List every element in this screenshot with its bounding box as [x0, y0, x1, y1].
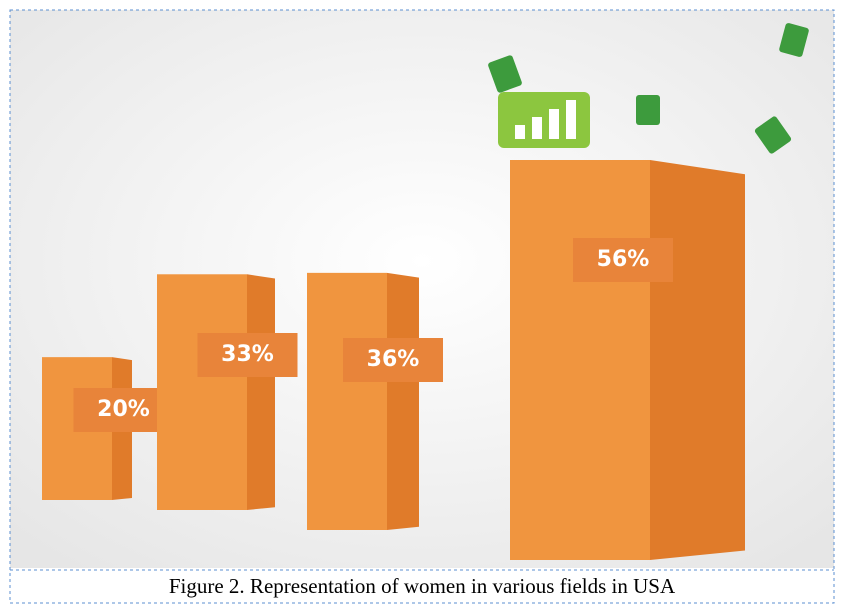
- value-label: 33%: [221, 342, 274, 367]
- money: [636, 95, 660, 125]
- money: [488, 55, 522, 93]
- bar: [510, 160, 650, 560]
- icon-bar: [515, 125, 525, 139]
- value-tab: [197, 333, 298, 377]
- chart-title: Figure 2. Representation of women in var…: [169, 574, 676, 598]
- value-label: 36%: [367, 347, 420, 372]
- chart-icon: [498, 92, 590, 148]
- bar: [157, 274, 247, 510]
- bar-side: [387, 272, 419, 530]
- icon-bar: [532, 117, 542, 139]
- value-tab: [573, 238, 673, 282]
- bar-side: [247, 274, 275, 510]
- money: [779, 23, 809, 57]
- value-tab: [73, 388, 174, 432]
- icon-bar: [566, 100, 576, 139]
- money: [754, 116, 792, 154]
- bar-side: [650, 160, 745, 560]
- bar: [307, 272, 387, 530]
- value-tab: [343, 338, 443, 382]
- value-label: 20%: [97, 397, 150, 422]
- icon-bar: [549, 109, 559, 139]
- value-label: 56%: [597, 247, 650, 272]
